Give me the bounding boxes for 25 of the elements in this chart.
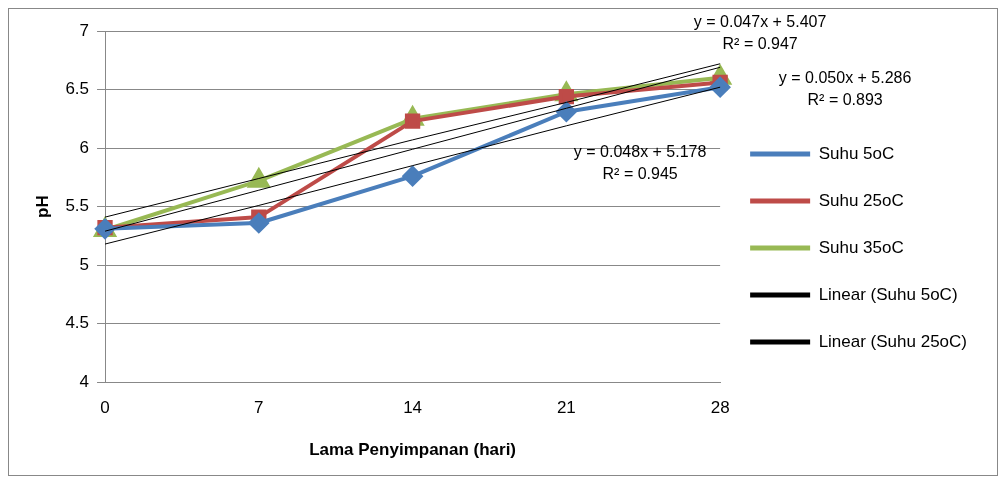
text: R² = 0.947 bbox=[722, 35, 798, 53]
x-tick-label: 0 bbox=[100, 398, 110, 418]
legend-label: Suhu 35oC bbox=[818, 237, 904, 257]
y-tick-label: 5.5 bbox=[65, 196, 90, 216]
text: R² = 0.893 bbox=[807, 91, 883, 109]
annotation: R² = 0.945 bbox=[602, 165, 678, 183]
text: y = 0.047x + 5.407 bbox=[693, 13, 827, 31]
text: y = 0.050x + 5.286 bbox=[778, 69, 912, 87]
y-tick-label: 6 bbox=[79, 137, 90, 157]
y-tick-label: 4.5 bbox=[65, 313, 90, 333]
y-tick-label: 7 bbox=[79, 20, 90, 40]
legend-label: Suhu 5oC bbox=[818, 143, 895, 163]
x-tick-label: 7 bbox=[254, 398, 264, 418]
x-axis-title: Lama Penyimpanan (hari) bbox=[309, 440, 517, 460]
x-tick-label: 14 bbox=[403, 398, 423, 418]
legend-label: Suhu 25oC bbox=[818, 190, 904, 210]
y-tick-label: 6.5 bbox=[65, 79, 90, 99]
x-tick-label: 21 bbox=[556, 398, 576, 418]
y-axis-title: pH bbox=[32, 195, 52, 218]
y-tick-label: 5 bbox=[79, 254, 90, 274]
y-tick-label: 4 bbox=[79, 371, 90, 391]
annotation: y = 0.048x + 5.178 bbox=[573, 143, 707, 161]
legend-label: Linear (Suhu 5oC) bbox=[818, 284, 958, 304]
legend-label: Linear (Suhu 25oC) bbox=[818, 331, 968, 351]
x-tick-label: 28 bbox=[710, 398, 730, 418]
